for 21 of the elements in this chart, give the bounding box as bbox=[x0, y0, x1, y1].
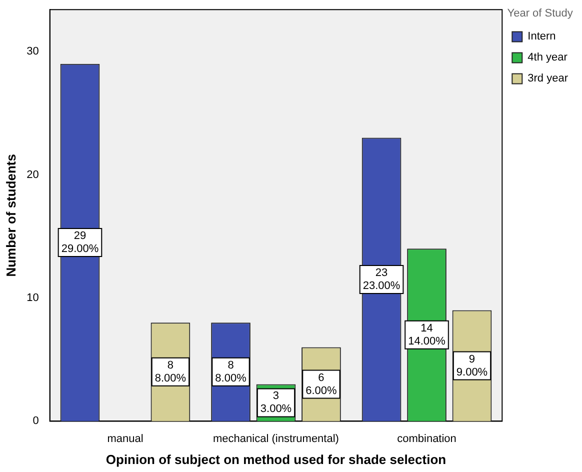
data-label: 3 3.00% bbox=[260, 390, 292, 416]
y-tick-label: 30 bbox=[26, 46, 39, 58]
legend-title: Year of Study bbox=[507, 8, 574, 20]
legend-label: 4th year bbox=[528, 52, 568, 64]
y-tick-label: 10 bbox=[26, 292, 39, 304]
legend-label: Intern bbox=[528, 30, 556, 43]
data-label: 8 8.00% bbox=[154, 359, 186, 384]
data-label: 29 29.00% bbox=[61, 230, 99, 256]
data-label: 23 23.00% bbox=[362, 267, 400, 292]
legend-label: 3rd year bbox=[528, 72, 568, 85]
x-tick-label: mechanical (instrumental) bbox=[213, 432, 339, 445]
y-tick-label: 0 bbox=[32, 415, 39, 428]
y-tick-label: 20 bbox=[26, 168, 39, 181]
data-label: 9 9.00% bbox=[456, 353, 488, 378]
y-axis-title: Number of students bbox=[3, 154, 18, 277]
data-label: 6 6.00% bbox=[306, 372, 338, 397]
x-axis-title: Opinion of subject on method used for shade selection bbox=[106, 452, 446, 467]
data-label: 8 8.00% bbox=[215, 359, 247, 384]
data-label: 14 14.00% bbox=[408, 322, 446, 348]
x-tick-label: manual bbox=[107, 432, 144, 445]
x-tick-label: combination bbox=[397, 432, 456, 445]
